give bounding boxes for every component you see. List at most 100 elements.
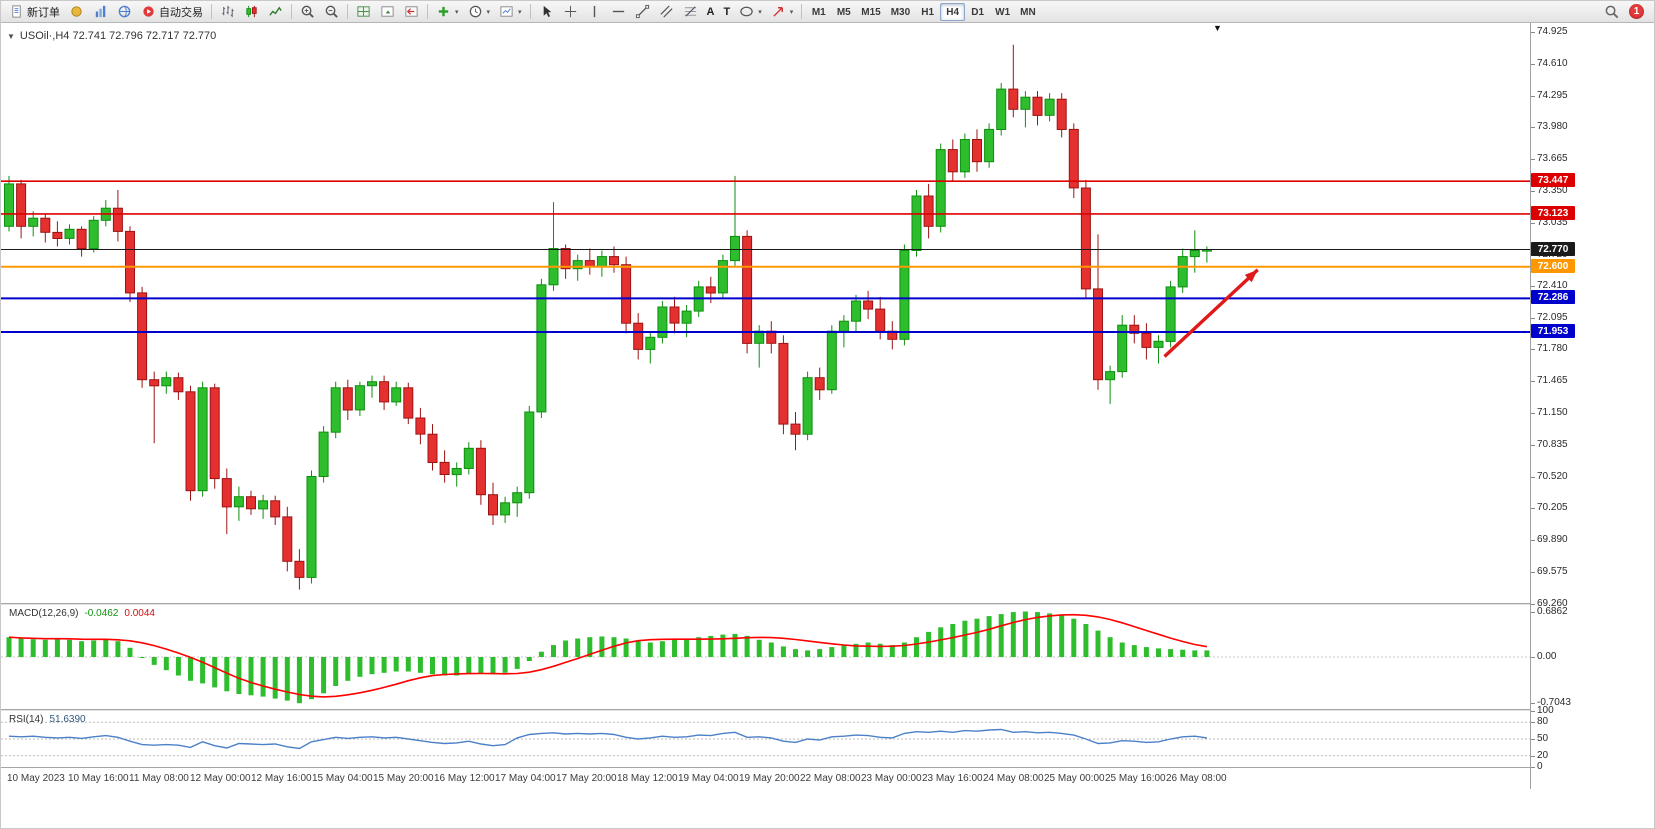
text-button[interactable]: A	[703, 2, 719, 21]
one-click-trading-toggle[interactable]: ▼	[7, 31, 15, 41]
trendline-button[interactable]	[631, 2, 654, 21]
timeframe-w1-button[interactable]: W1	[995, 6, 1011, 18]
crosshair-icon	[564, 5, 576, 18]
timeframe-mn-button[interactable]: MN	[1020, 6, 1036, 18]
candle-body	[1129, 324, 1140, 334]
crosshair-button[interactable]	[559, 2, 582, 21]
community-button[interactable]	[113, 2, 136, 21]
macd-histogram-bar	[357, 657, 363, 677]
vertical-line-button[interactable]	[583, 2, 606, 21]
candle-body	[875, 308, 886, 332]
macd-name: MACD(12,26,9)	[9, 608, 79, 619]
macd-histogram-bar	[381, 657, 387, 673]
notification-badge[interactable]: 1	[1629, 4, 1644, 19]
arrows-button[interactable]: ▾	[767, 2, 798, 21]
macd-main-value: -0.0462	[84, 608, 119, 619]
candle-body	[911, 195, 922, 251]
macd-histogram-bar	[67, 639, 72, 657]
label-button[interactable]: T	[720, 2, 735, 21]
macd-histogram-bar	[91, 640, 97, 657]
indicators-button[interactable]: ▾	[432, 2, 463, 21]
chart-shift-button[interactable]	[400, 2, 423, 21]
price-scale[interactable]: 74.925 74.610 74.295 73.980 73.665 73.350 73.0…	[1530, 23, 1654, 789]
timeframe-h1-button[interactable]: H1	[921, 6, 935, 18]
toolbar-separator	[529, 4, 531, 19]
candlestick-chart-button[interactable]	[240, 2, 263, 21]
candle-body	[137, 292, 148, 381]
macd-histogram-bar	[926, 631, 932, 657]
cursor-button[interactable]	[535, 2, 558, 21]
label-tool-icon: T	[723, 5, 731, 18]
tile-windows-button[interactable]	[352, 2, 375, 21]
candle-body	[1008, 88, 1019, 110]
price-badge-71.953: 71.953	[1531, 324, 1575, 338]
candle-body	[282, 516, 293, 562]
time-axis-label: 15 May 04:00	[312, 773, 373, 784]
macd-histogram-bar	[442, 657, 448, 676]
candle-body	[367, 381, 377, 387]
macd-histogram-bar	[79, 641, 85, 657]
stats-button[interactable]	[89, 2, 112, 21]
trend-arrow[interactable]	[1163, 268, 1259, 358]
candle-body	[814, 377, 825, 391]
time-axis[interactable]: 10 May 2023 10 May 16:00 11 May 08:00 12 Ma…	[1, 767, 1530, 789]
candle-body	[463, 447, 474, 469]
panel-separator[interactable]	[1, 603, 1530, 605]
horizontal-line-button[interactable]	[607, 2, 630, 21]
search-button[interactable]	[1600, 2, 1623, 21]
timeframe-m5-button[interactable]: M5	[836, 6, 851, 18]
time-axis-label: 25 May 00:00	[1044, 773, 1105, 784]
timeframe-m30-button[interactable]: M30	[890, 6, 911, 18]
timeframe-d1-button[interactable]: D1	[971, 6, 985, 18]
price-axis-label: 70.520	[1531, 471, 1568, 482]
candle-body	[1189, 250, 1200, 258]
autoscroll-icon	[381, 6, 394, 17]
candle-body	[294, 560, 305, 578]
zoom-out-button[interactable]	[320, 2, 343, 21]
fibonacci-button[interactable]	[679, 2, 702, 21]
templates-button[interactable]: ▾	[495, 2, 526, 21]
toolbar-separator	[427, 4, 428, 19]
candle-body	[863, 300, 874, 310]
scale-marker-icon[interactable]: ▼	[1213, 23, 1222, 33]
timeframe-m1-button[interactable]: M1	[811, 6, 826, 18]
time-axis-label: 22 May 08:00	[800, 773, 861, 784]
auto-trading-button[interactable]: 自动交易	[137, 2, 207, 21]
candle-body	[766, 330, 777, 344]
macd-histogram-bar	[938, 627, 944, 657]
macd-histogram-bar	[575, 638, 581, 657]
rsi-indicator-canvas[interactable]	[1, 711, 1530, 767]
macd-histogram-bar	[188, 657, 193, 681]
candle-body	[415, 417, 426, 435]
macd-histogram-bar	[768, 642, 774, 657]
macd-histogram-bar	[1071, 618, 1077, 657]
line-chart-button[interactable]	[264, 2, 287, 21]
candle-body	[112, 207, 123, 232]
panel-separator[interactable]	[1, 709, 1530, 711]
timeframe-m15-button[interactable]: M15	[861, 6, 881, 18]
candle-body	[754, 330, 765, 344]
candle-body	[439, 461, 450, 475]
new-order-button[interactable]: 新订单	[5, 2, 64, 21]
medal-button[interactable]	[65, 2, 88, 21]
shapes-button[interactable]: ▾	[735, 2, 766, 21]
candle-body	[1032, 96, 1043, 116]
macd-histogram-bar	[696, 637, 702, 657]
bars-chart-button[interactable]	[216, 2, 239, 21]
macd-histogram-bar	[405, 657, 411, 672]
time-axis-label: 16 May 12:00	[434, 773, 495, 784]
timeframe-h4-button[interactable]: H4	[940, 3, 966, 22]
macd-histogram-bar	[369, 657, 375, 675]
periods-button[interactable]: ▾	[464, 2, 495, 21]
candle-body	[838, 320, 849, 332]
macd-histogram-bar	[756, 639, 762, 657]
medal-icon	[71, 6, 82, 17]
macd-histogram-bar	[260, 657, 266, 697]
channel-button[interactable]	[655, 2, 678, 21]
main-chart-canvas[interactable]	[1, 23, 1530, 603]
macd-histogram-bar	[296, 657, 302, 704]
zoom-in-button[interactable]	[296, 2, 319, 21]
auto-scroll-button[interactable]	[376, 2, 399, 21]
macd-indicator-canvas[interactable]	[1, 605, 1530, 709]
